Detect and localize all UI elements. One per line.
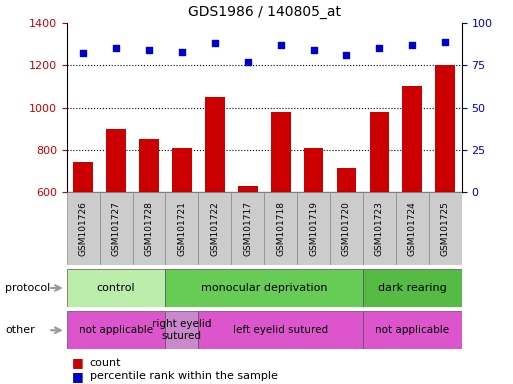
Bar (132, 192, 165, 265)
Bar (297, 192, 330, 265)
Text: ■: ■ (72, 370, 84, 383)
Bar (363, 311, 462, 349)
Bar (363, 269, 462, 307)
Bar (264, 192, 297, 265)
Bar (67, 269, 165, 307)
Bar (165, 311, 199, 349)
Text: GSM101725: GSM101725 (441, 201, 450, 256)
Bar (205, 97, 225, 319)
Bar (100, 192, 132, 265)
Point (112, 45, 120, 51)
Text: GSM101717: GSM101717 (243, 201, 252, 256)
Text: GSM101718: GSM101718 (276, 201, 285, 256)
Bar (238, 186, 258, 319)
Text: GSM101720: GSM101720 (342, 201, 351, 256)
Bar (330, 192, 363, 265)
Bar (436, 65, 455, 319)
Title: GDS1986 / 140805_at: GDS1986 / 140805_at (188, 5, 341, 19)
Text: right eyelid
sutured: right eyelid sutured (152, 319, 212, 341)
Point (376, 45, 384, 51)
Text: ■: ■ (72, 356, 84, 369)
Text: monocular deprivation: monocular deprivation (201, 283, 327, 293)
Bar (369, 112, 389, 319)
Point (211, 40, 219, 46)
Bar (165, 192, 199, 265)
Text: GSM101726: GSM101726 (78, 201, 88, 256)
Bar (73, 162, 93, 319)
Text: count: count (90, 358, 121, 368)
Text: not applicable: not applicable (79, 325, 153, 335)
Point (79, 50, 87, 56)
Text: left eyelid sutured: left eyelid sutured (233, 325, 328, 335)
Point (441, 38, 449, 45)
Bar (402, 86, 422, 319)
Bar (304, 148, 323, 319)
Bar (106, 129, 126, 319)
Text: protocol: protocol (5, 283, 50, 293)
Point (309, 47, 318, 53)
Point (178, 49, 186, 55)
Bar (67, 311, 165, 349)
Bar (165, 269, 363, 307)
Text: control: control (97, 283, 135, 293)
Point (145, 47, 153, 53)
Bar (429, 192, 462, 265)
Point (408, 42, 417, 48)
Text: dark rearing: dark rearing (378, 283, 447, 293)
Bar (396, 192, 429, 265)
Text: GSM101719: GSM101719 (309, 201, 318, 256)
Bar (172, 148, 192, 319)
Bar (199, 192, 231, 265)
Bar (231, 192, 264, 265)
Bar (337, 168, 357, 319)
Bar (139, 139, 159, 319)
Text: percentile rank within the sample: percentile rank within the sample (90, 371, 278, 381)
Bar (271, 112, 290, 319)
Text: GSM101722: GSM101722 (210, 201, 220, 256)
Text: GSM101727: GSM101727 (111, 201, 121, 256)
Bar (67, 192, 100, 265)
Text: other: other (5, 325, 35, 335)
Point (277, 42, 285, 48)
Bar (199, 311, 363, 349)
Text: GSM101728: GSM101728 (145, 201, 153, 256)
Point (244, 59, 252, 65)
Text: GSM101723: GSM101723 (375, 201, 384, 256)
Bar (363, 192, 396, 265)
Text: GSM101724: GSM101724 (408, 201, 417, 256)
Point (342, 52, 350, 58)
Text: GSM101721: GSM101721 (177, 201, 186, 256)
Text: not applicable: not applicable (376, 325, 449, 335)
